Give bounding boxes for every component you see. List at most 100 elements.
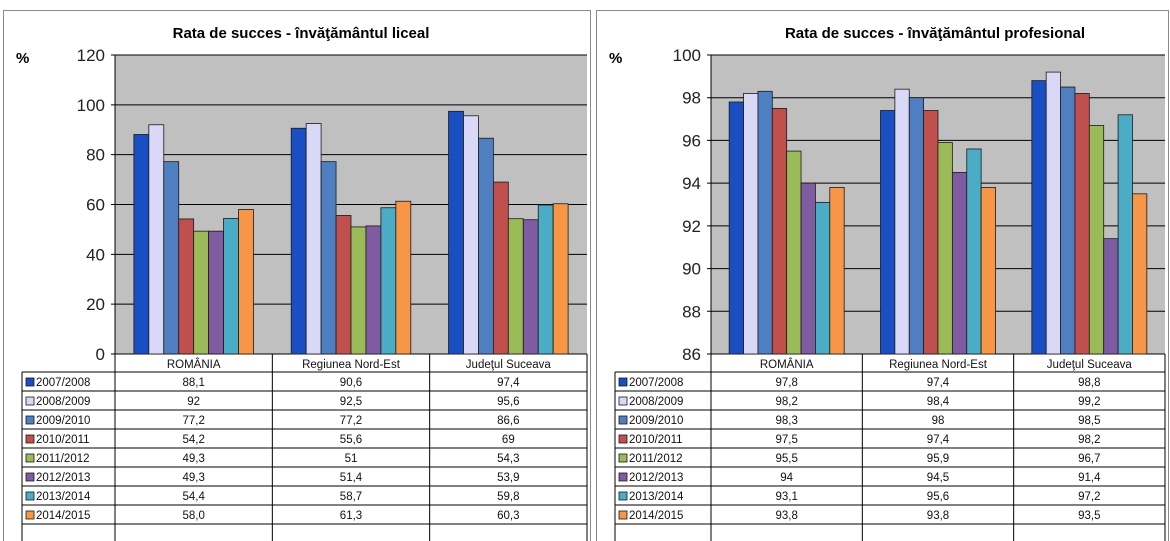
bar-2010-2011-0 (178, 218, 195, 355)
y-tick-label: 60 (86, 196, 105, 215)
bar-2013-2014-0 (223, 218, 239, 355)
chart-profesional: Rata de succes - învăţământul profesiona… (596, 10, 1169, 541)
y-tick-label: 100 (673, 46, 701, 65)
y-tick-label: 88 (682, 302, 701, 321)
bar-2013-2014-1 (966, 148, 982, 355)
y-tick-label: 98 (682, 89, 701, 108)
legend-entry: 2010/2011 (36, 434, 90, 446)
category-label: Judeţul Suceava (466, 359, 552, 371)
bar-2009-2010-2 (1060, 86, 1076, 355)
table-cell: 90,6 (340, 377, 362, 389)
table-cell: 98,5 (1078, 415, 1100, 427)
legend-entry: 2008/2009 (36, 396, 90, 408)
bar-2007-2008-2 (448, 110, 464, 355)
chart-liceal: Rata de succes - învăţământul liceal% 0 20… (3, 10, 591, 541)
table-cell: 91,4 (1078, 472, 1101, 484)
bar-2009-2010-1 (908, 97, 925, 355)
bar-2013-2014-1 (380, 207, 397, 355)
table-cell: 77,2 (340, 415, 362, 427)
bar-2011-2012-1 (350, 226, 367, 355)
legend-key (25, 434, 35, 444)
bar-2011-2012-1 (937, 142, 953, 355)
bar-2008-2009-1 (305, 123, 322, 355)
bar-2012-2013-0 (800, 182, 816, 355)
table-cell: 54,2 (182, 434, 204, 446)
bar-2014-2015-1 (395, 200, 412, 355)
y-tick-label: 80 (86, 146, 105, 165)
bar-2010-2011-0 (771, 107, 788, 355)
table-cell: 97,4 (927, 377, 950, 389)
table-cell: 94 (780, 472, 793, 484)
legend-entry: 2013/2014 (629, 491, 684, 503)
bar-2011-2012-0 (193, 230, 210, 355)
bar-2014-2015-2 (1132, 193, 1148, 355)
bar-2013-2014-2 (537, 204, 554, 355)
legend-key (25, 396, 35, 406)
category-label: ROMÂNIA (167, 358, 221, 371)
table-cell: 51,4 (340, 472, 363, 484)
legend-key (618, 453, 628, 463)
table-cell: 98,2 (775, 396, 797, 408)
table-cell: 54,3 (497, 453, 519, 465)
legend-key (25, 453, 35, 463)
y-tick-label: 94 (682, 174, 701, 193)
bar-2013-2014-0 (815, 201, 831, 355)
bar-2008-2009-2 (463, 115, 479, 355)
legend-entry: 2013/2014 (36, 491, 91, 503)
table-cell: 92 (187, 396, 200, 408)
table-cell: 97,4 (927, 434, 950, 446)
table-cell: 98,8 (1078, 377, 1100, 389)
table-cell: 55,6 (340, 434, 362, 446)
legend-entry: 2010/2011 (629, 434, 683, 446)
category-label: Regiunea Nord-Est (302, 359, 401, 371)
bar-2011-2012-2 (507, 218, 524, 355)
bar-2012-2013-2 (1103, 238, 1119, 355)
bar-2007-2008-0 (728, 101, 744, 355)
bar-2007-2008-1 (290, 127, 307, 355)
bar-2010-2011-2 (1074, 93, 1090, 355)
chart-profesional-svg: Rata de succes - învăţământul profesiona… (609, 25, 1166, 541)
chart-title: Rata de succes - învăţământul profesiona… (785, 25, 1085, 42)
legend-entry: 2014/2015 (36, 510, 90, 522)
table-cell: 61,3 (340, 510, 362, 522)
bar-2008-2009-1 (894, 88, 910, 355)
legend-entry: 2009/2010 (36, 415, 90, 427)
table-cell: 77,2 (182, 415, 204, 427)
legend-key (25, 415, 35, 425)
bar-2009-2010-2 (478, 137, 494, 355)
table-cell: 97,5 (775, 434, 797, 446)
bar-2008-2009-2 (1045, 71, 1061, 355)
bar-2009-2010-0 (757, 90, 773, 355)
bar-2014-2015-0 (238, 209, 254, 355)
legend-entry: 2007/2008 (36, 377, 90, 389)
table-cell: 69 (502, 434, 515, 446)
legend-entry: 2007/2008 (629, 377, 683, 389)
bar-2014-2015-0 (829, 187, 845, 355)
legend-entry: 2011/2012 (629, 453, 683, 465)
chart-liceal-svg: Rata de succes - învăţământul liceal% 0 20… (16, 25, 588, 541)
legend-key (618, 434, 628, 444)
legend-key (618, 415, 628, 425)
legend-entry: 2012/2013 (36, 472, 90, 484)
table-cell: 93,1 (775, 491, 797, 503)
bar-2012-2013-0 (208, 230, 224, 355)
legend-key (618, 396, 628, 406)
y-tick-label: 100 (77, 96, 105, 115)
bar-2014-2015-2 (552, 203, 569, 355)
table-cell: 49,3 (182, 472, 204, 484)
legend-entry: 2008/2009 (629, 396, 683, 408)
y-tick-label: 90 (682, 260, 701, 279)
table-cell: 99,2 (1078, 396, 1100, 408)
bar-2012-2013-2 (522, 219, 539, 355)
category-label: ROMÂNIA (760, 358, 814, 371)
legend-entry: 2012/2013 (629, 472, 683, 484)
legend-key (618, 472, 628, 482)
y-tick-label: 96 (682, 131, 701, 150)
table-cell: 58,0 (182, 510, 204, 522)
bar-2008-2009-0 (148, 124, 165, 355)
y-tick-label: 20 (86, 295, 105, 314)
legend-key (25, 510, 35, 520)
y-axis-label: % (16, 50, 29, 67)
table-cell: 94,5 (927, 472, 949, 484)
table-cell: 98,4 (927, 396, 950, 408)
